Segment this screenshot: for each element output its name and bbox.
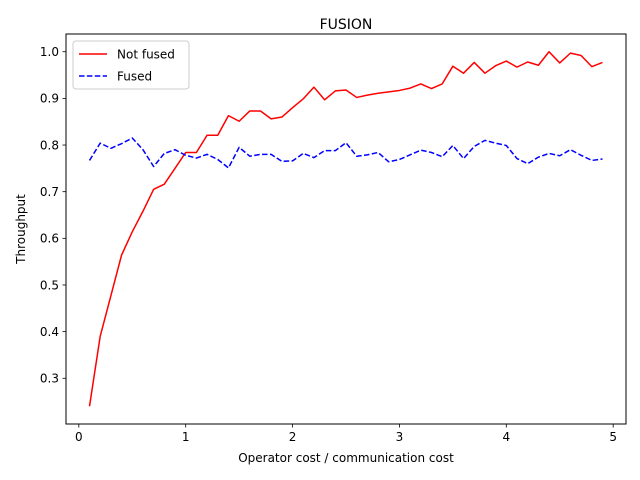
plot-frame (65, 33, 627, 425)
x-tick-label: 0 (75, 430, 83, 444)
x-axis-label: Operator cost / communication cost (238, 451, 454, 465)
y-tick-label: 0.4 (40, 325, 59, 339)
x-tick-label: 3 (396, 430, 404, 444)
y-tick-label: 0.3 (40, 372, 59, 386)
chart-title: FUSION (320, 17, 373, 33)
x-tick-label: 2 (289, 430, 297, 444)
legend: Not fused Fused (72, 40, 190, 90)
y-tick-label: 0.8 (40, 138, 59, 152)
y-tick-label: 1.0 (40, 45, 59, 59)
legend-label-1: Fused (117, 69, 152, 83)
legend-box (72, 40, 190, 90)
y-tick-label: 0.7 (40, 185, 59, 199)
y-tick-label: 0.9 (40, 92, 59, 106)
series-line-1 (88, 137, 603, 169)
x-axis: 0 1 2 3 4 5 (75, 424, 617, 444)
y-axis-label: Throughput (14, 194, 28, 265)
y-tick-label: 0.6 (40, 232, 59, 246)
x-tick-label: 4 (502, 430, 510, 444)
x-tick-label: 1 (182, 430, 190, 444)
series-line-0 (88, 50, 603, 407)
x-tick-label: 5 (609, 430, 617, 444)
legend-label-0: Not fused (117, 47, 175, 61)
series-layer (88, 50, 603, 407)
y-tick-label: 0.5 (40, 278, 59, 292)
y-axis: 0.3 0.4 0.5 0.6 0.7 0.8 0.9 1.0 (40, 45, 66, 386)
